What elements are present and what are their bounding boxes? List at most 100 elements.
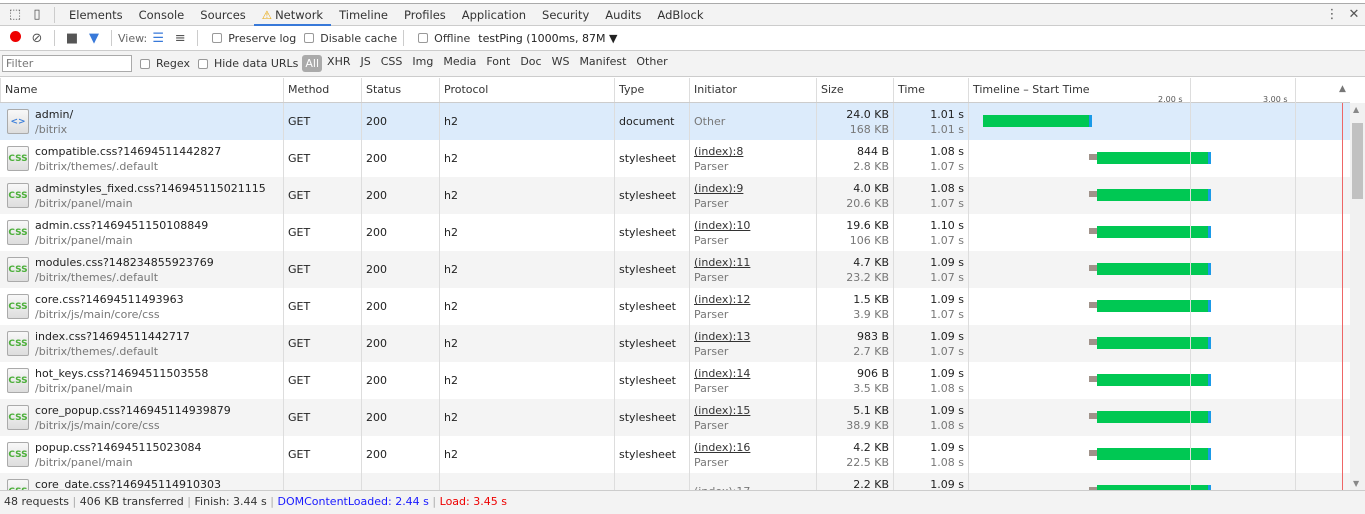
disable-cache-label: Disable cache <box>320 31 398 45</box>
filter-icon[interactable]: ▼ <box>89 30 99 46</box>
column-header-0[interactable]: Name <box>0 78 283 102</box>
regex-checkbox[interactable] <box>140 58 150 69</box>
table-row[interactable]: CSS compatible.css?14694511442827/bitrix/… <box>0 140 1350 177</box>
request-name[interactable]: admin/ <box>35 108 74 121</box>
table-row[interactable]: CSS index.css?14694511442717/bitrix/theme… <box>0 325 1350 362</box>
request-name[interactable]: core_date.css?146945114910303 <box>35 478 221 491</box>
tab-adblock[interactable]: AdBlock <box>649 4 711 26</box>
table-row[interactable]: CSS core.css?14694511493963/bitrix/js/mai… <box>0 288 1350 325</box>
tab-network[interactable]: ⚠ Network <box>253 4 332 26</box>
request-name[interactable]: hot_keys.css?14694511503558 <box>35 367 209 380</box>
tab-security[interactable]: Security <box>534 4 597 26</box>
table-row[interactable]: CSS adminstyles_fixed.css?146945115021115… <box>0 177 1350 214</box>
table-row[interactable]: <> admin/ /bitrix GET 200 h2 document Other 24.0… <box>0 103 1350 140</box>
table-row[interactable]: CSS popup.css?146945115023084/bitrix/pane… <box>0 436 1350 473</box>
initiator-link[interactable]: (index):15 <box>694 404 751 417</box>
column-header-6[interactable]: Size <box>816 78 893 102</box>
initiator-link[interactable]: (index):9 <box>694 182 744 195</box>
clear-icon[interactable]: ⊘ <box>31 30 43 46</box>
initiator-type: Parser <box>694 271 729 284</box>
table-row[interactable]: CSS hot_keys.css?14694511503558/bitrix/pa… <box>0 362 1350 399</box>
column-header-4[interactable]: Type <box>614 78 689 102</box>
tab-audits[interactable]: Audits <box>597 4 649 26</box>
initiator-link[interactable]: (index):8 <box>694 145 744 158</box>
initiator-link[interactable]: (index):11 <box>694 256 751 269</box>
timeline-cell <box>968 325 1350 362</box>
resource-type-filters: All XHR JS CSS Img Media Font Doc WS Manifest Othe… <box>302 55 672 72</box>
tab-application[interactable]: Application <box>454 4 534 26</box>
size-secondary: 38.9 KB <box>846 419 889 432</box>
type-cell: document <box>614 103 689 140</box>
regex-label: Regex <box>156 57 190 70</box>
type-cell: stylesheet <box>614 362 689 399</box>
time-cell: 1.09 s 1.08 s <box>893 399 968 436</box>
overview-icon[interactable]: ≡ <box>174 30 186 46</box>
throttle-select[interactable]: testPing (1000ms, 87M ▼ <box>478 32 617 45</box>
filter-ws[interactable]: WS <box>551 55 570 68</box>
filter-doc[interactable]: Doc <box>520 55 542 68</box>
filter-js[interactable]: JS <box>360 55 371 68</box>
offline-checkbox[interactable] <box>418 33 429 43</box>
tab-console[interactable]: Console <box>131 4 193 26</box>
request-name[interactable]: core_popup.css?146945114939879 <box>35 404 231 417</box>
initiator-link[interactable]: (index):10 <box>694 219 751 232</box>
disable-cache-checkbox[interactable] <box>304 33 315 43</box>
hide-data-urls-checkbox[interactable] <box>197 58 208 69</box>
request-name[interactable]: index.css?14694511442717 <box>35 330 190 343</box>
filter-other[interactable]: Other <box>636 55 668 68</box>
tab-profiles[interactable]: Profiles <box>396 4 454 26</box>
filter-xhr[interactable]: XHR <box>327 55 351 68</box>
request-name[interactable]: modules.css?148234855923769 <box>35 256 214 269</box>
request-name[interactable]: compatible.css?14694511442827 <box>35 145 222 158</box>
column-header-5[interactable]: Initiator <box>689 78 816 102</box>
device-mode-icon[interactable]: ▯ <box>33 7 41 22</box>
filter-css[interactable]: CSS <box>380 55 403 68</box>
initiator-link[interactable]: (index):16 <box>694 441 751 454</box>
filter-input[interactable] <box>2 55 132 72</box>
table-row[interactable]: CSS modules.css?148234855923769/bitrix/th… <box>0 251 1350 288</box>
record-button[interactable] <box>4 30 26 46</box>
table-row[interactable]: CSS admin.css?1469451150108849/bitrix/pan… <box>0 214 1350 251</box>
method-cell: GET <box>283 103 361 140</box>
filter-media[interactable]: Media <box>443 55 477 68</box>
column-header-7[interactable]: Time <box>893 78 968 102</box>
size-secondary: 2.8 KB <box>853 160 889 173</box>
css-file-icon: CSS <box>7 442 29 467</box>
filter-font[interactable]: Font <box>486 55 511 68</box>
initiator-link[interactable]: (index):12 <box>694 293 751 306</box>
column-header-8[interactable]: Timeline – Start Time <box>968 78 1350 102</box>
column-header-1[interactable]: Method <box>283 78 361 102</box>
initiator-link[interactable]: (index):14 <box>694 367 751 380</box>
filter-manifest[interactable]: Manifest <box>579 55 627 68</box>
column-header-3[interactable]: Protocol <box>439 78 614 102</box>
request-name[interactable]: core.css?14694511493963 <box>35 293 184 306</box>
tab-timeline[interactable]: Timeline <box>331 4 396 26</box>
size-secondary: 20.6 KB <box>846 197 889 210</box>
more-menu-icon[interactable]: ⋮ <box>1325 7 1339 22</box>
request-name[interactable]: popup.css?146945115023084 <box>35 441 202 454</box>
vertical-scrollbar[interactable]: ▲ ▼ <box>1350 103 1365 490</box>
request-name[interactable]: admin.css?1469451150108849 <box>35 219 209 232</box>
inspect-element-icon[interactable]: ⬚ <box>8 7 22 22</box>
capture-screenshots-icon[interactable]: ■ <box>65 30 79 46</box>
tab-elements[interactable]: Elements <box>61 4 131 26</box>
large-rows-icon[interactable]: ☰ <box>152 30 165 46</box>
table-row[interactable]: CSS core_popup.css?146945114939879/bitrix… <box>0 399 1350 436</box>
time-value: 1.09 s <box>930 367 964 380</box>
method-cell: GET <box>283 140 361 177</box>
scroll-down-icon[interactable]: ▼ <box>1353 479 1360 488</box>
request-name[interactable]: adminstyles_fixed.css?146945115021115 <box>35 182 266 195</box>
initiator-link[interactable]: (index):13 <box>694 330 751 343</box>
time-value: 1.09 s <box>930 404 964 417</box>
scrollbar-thumb[interactable] <box>1352 123 1363 199</box>
sort-arrow-icon[interactable]: ▲ <box>1339 84 1346 94</box>
scroll-up-icon[interactable]: ▲ <box>1353 105 1360 114</box>
close-icon[interactable]: ✕ <box>1348 7 1360 22</box>
filter-all[interactable]: All <box>302 55 323 72</box>
column-header-2[interactable]: Status <box>361 78 439 102</box>
status-cell: 200 <box>361 214 439 251</box>
time-value: 1.09 s <box>930 441 964 454</box>
tab-sources[interactable]: Sources <box>192 4 254 26</box>
filter-img[interactable]: Img <box>412 55 434 68</box>
preserve-log-checkbox[interactable] <box>212 33 223 43</box>
